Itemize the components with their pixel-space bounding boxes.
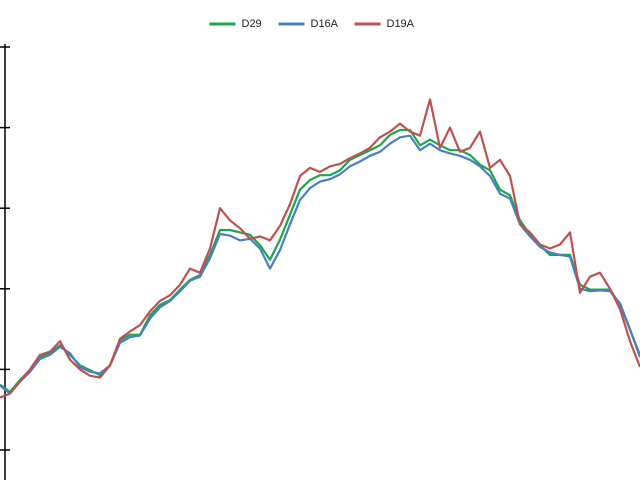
legend-label: D16A — [311, 18, 339, 30]
series-line — [0, 128, 640, 394]
series-line — [0, 98, 640, 399]
legend-label: D29 — [242, 18, 262, 30]
legend-label: D19A — [387, 18, 415, 30]
